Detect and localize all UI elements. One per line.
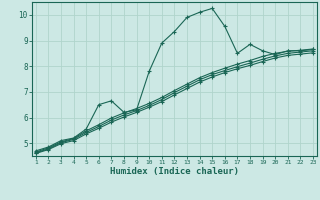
X-axis label: Humidex (Indice chaleur): Humidex (Indice chaleur) — [110, 167, 239, 176]
